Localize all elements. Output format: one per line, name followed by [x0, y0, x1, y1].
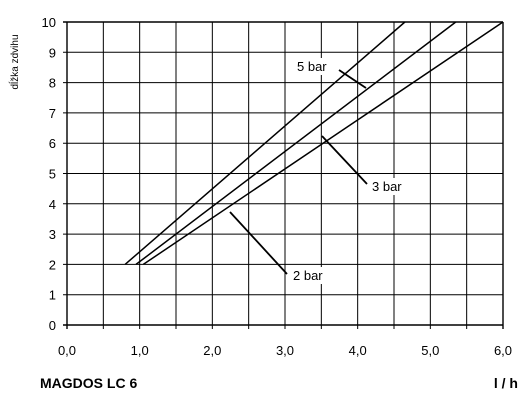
y-tick-label: 0: [49, 318, 56, 333]
series-label-background: [294, 58, 338, 75]
y-tick-label: 8: [49, 76, 56, 91]
x-tick-label: 0,0: [58, 343, 76, 358]
x-tick-label: 4,0: [349, 343, 367, 358]
y-tick-label: 1: [49, 288, 56, 303]
series-line: [135, 21, 457, 265]
chart-series: [124, 21, 504, 266]
x-tick-label: 1,0: [131, 343, 149, 358]
x-axis-unit-label: l / h: [494, 375, 518, 391]
chart-model-title: MAGDOS LC 6: [40, 375, 137, 391]
y-tick-label: 6: [49, 136, 56, 151]
x-tick-label: 2,0: [203, 343, 221, 358]
series-line: [142, 21, 504, 266]
series-leader-line: [229, 211, 288, 275]
series-label-background: [369, 178, 413, 195]
chart-ticks: 0,0 1,0 2,0 3,0 4,0 5,0 6,0 0 1 2 3 4 5 6 7 8 9 10: [42, 15, 513, 358]
y-tick-label: 3: [49, 227, 56, 242]
y-tick-label: 2: [49, 257, 56, 272]
y-tick-label: 4: [49, 197, 56, 212]
series-leader-line: [321, 135, 368, 185]
chart-series-labels: 5 bar 3 bar 2 bar: [229, 58, 413, 284]
series-leader-line: [338, 69, 367, 89]
y-tick-label: 5: [49, 167, 56, 182]
series-label: 2 bar: [293, 268, 323, 283]
y-tick-label: 7: [49, 106, 56, 121]
series-line: [124, 21, 406, 265]
y-axis-label: dĺžka zdvihu: [8, 34, 21, 89]
y-tick-label: 10: [42, 15, 56, 30]
series-label-background: [290, 267, 334, 284]
x-tick-label: 6,0: [494, 343, 512, 358]
series-label: 5 bar: [297, 59, 327, 74]
y-tick-label: 9: [49, 45, 56, 60]
chart-grid: [63, 21, 504, 329]
series-label: 3 bar: [372, 179, 402, 194]
x-tick-label: 3,0: [276, 343, 294, 358]
x-tick-label: 5,0: [421, 343, 439, 358]
